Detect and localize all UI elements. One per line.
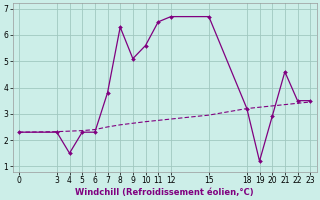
X-axis label: Windchill (Refroidissement éolien,°C): Windchill (Refroidissement éolien,°C) (75, 188, 254, 197)
